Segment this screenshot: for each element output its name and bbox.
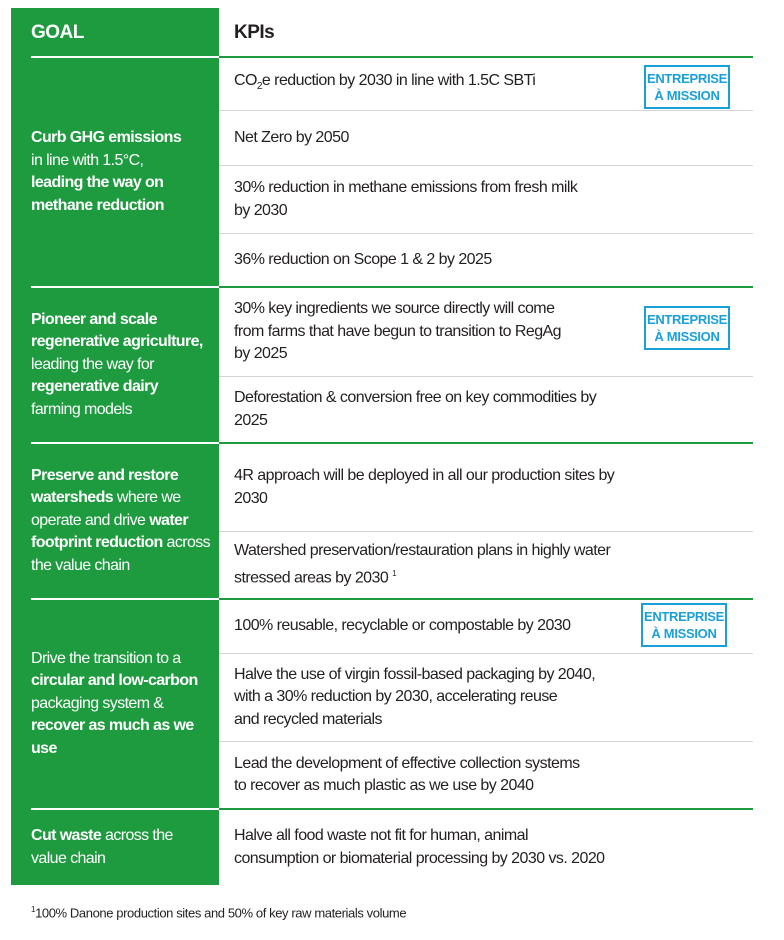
divider	[219, 531, 753, 532]
kpi-food-waste: Halve all food waste not fit for human, …	[234, 827, 605, 867]
footnote: 1100% Danone production sites and 50% of…	[31, 905, 407, 921]
divider	[219, 653, 753, 654]
goal-watersheds: Preserve and restore watersheds where we…	[31, 466, 211, 574]
kpi-regag: 30% key ingredients we source directly w…	[234, 300, 562, 363]
entreprise-a-mission-badge: ENTREPRISE À MISSION	[641, 603, 727, 647]
divider	[31, 56, 219, 58]
goal-header: GOAL	[31, 22, 84, 43]
divider	[219, 376, 753, 377]
entreprise-a-mission-badge: ENTREPRISE À MISSION	[644, 306, 730, 350]
divider	[219, 598, 753, 600]
divider	[31, 442, 219, 444]
kpis-header: KPIs	[234, 22, 275, 43]
divider	[31, 286, 219, 288]
goal-packaging: Drive the transition to a circular and l…	[31, 649, 198, 757]
kpi-co2: CO2e reduction by 2030 in line with 1.5C…	[234, 71, 536, 92]
divider	[31, 808, 219, 810]
goal-waste: Cut waste across the value chain	[31, 827, 173, 867]
kpi-deforestation: Deforestation & conversion free on key c…	[234, 389, 597, 429]
kpi-reusable: 100% reusable, recyclable or compostable…	[234, 617, 571, 635]
divider	[219, 165, 753, 166]
divider	[219, 808, 753, 810]
divider	[219, 286, 753, 288]
kpi-collection: Lead the development of effective collec…	[234, 754, 580, 795]
goal-regenerative-agriculture: Pioneer and scale regenerative agricultu…	[31, 310, 203, 418]
divider	[219, 233, 753, 234]
kpi-watershed: Watershed preservation/restauration plan…	[234, 542, 611, 587]
divider	[219, 110, 753, 111]
entreprise-a-mission-badge: ENTREPRISE À MISSION	[644, 65, 730, 109]
kpi-scope: 36% reduction on Scope 1 & 2 by 2025	[234, 250, 492, 268]
divider	[219, 56, 753, 58]
goal-column	[11, 8, 219, 885]
kpi-net-zero: Net Zero by 2050	[234, 128, 349, 146]
kpi-fossil: Halve the use of virgin fossil-based pac…	[234, 665, 596, 728]
goal-ghg: Curb GHG emissions in line with 1.5°C, lea…	[31, 129, 182, 214]
divider	[219, 442, 753, 444]
divider	[219, 741, 753, 742]
kpi-methane: 30% reduction in methane emissions from …	[234, 179, 578, 219]
kpi-4r: 4R approach will be deployed in all our …	[234, 467, 615, 507]
divider	[31, 598, 219, 600]
